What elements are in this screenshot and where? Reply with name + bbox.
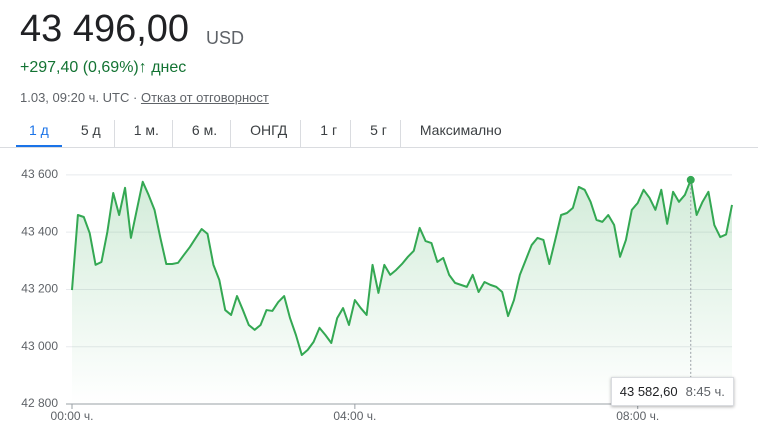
tab[interactable]: 5 д [68,120,115,148]
tab[interactable]: 6 м. [179,120,232,148]
period: днес [151,59,187,76]
y-tick-label: 43 000 [21,339,58,353]
change-value: +297,40 (0,69%) [20,59,139,76]
timestamp-text: 1.03, 09:20 ч. UTC · [20,90,138,105]
tab[interactable]: 1 м. [121,120,173,148]
tab[interactable]: Максимално [419,122,502,138]
tab[interactable]: 1 д [16,120,62,148]
currency: USD [206,28,245,48]
y-tick-label: 43 200 [21,282,58,296]
tooltip-time: 8:45 ч. [685,384,725,399]
arrow: ↑ [138,59,147,76]
price: 43 496,00 [20,8,190,50]
hover-point [686,175,695,184]
timestamp: 1.03, 09:20 ч. UTC · Отказ от отговорнос… [20,90,269,105]
disclaimer[interactable]: Отказ от отговорност [140,90,269,105]
x-tick-label: 00:00 ч. [51,409,94,423]
y-tick-label: 43 400 [21,224,58,238]
tab[interactable]: 5 г [357,120,401,148]
x-tick-label: 04:00 ч. [333,409,376,423]
change: +297,40 (0,69%)↑ днес [20,59,186,77]
tab[interactable]: ОНГД [237,120,302,148]
tab[interactable]: 1 г [307,120,352,148]
tooltip-price: 43 582,60 [619,384,678,399]
x-tick-label: 08:00 ч. [616,409,659,423]
area [72,179,732,404]
line [71,178,733,357]
tooltip: 43 582,60 8:45 ч. [610,377,734,406]
y-tick-label: 42 800 [21,396,58,410]
divider [0,147,758,148]
y-tick-label: 43 600 [21,167,58,181]
